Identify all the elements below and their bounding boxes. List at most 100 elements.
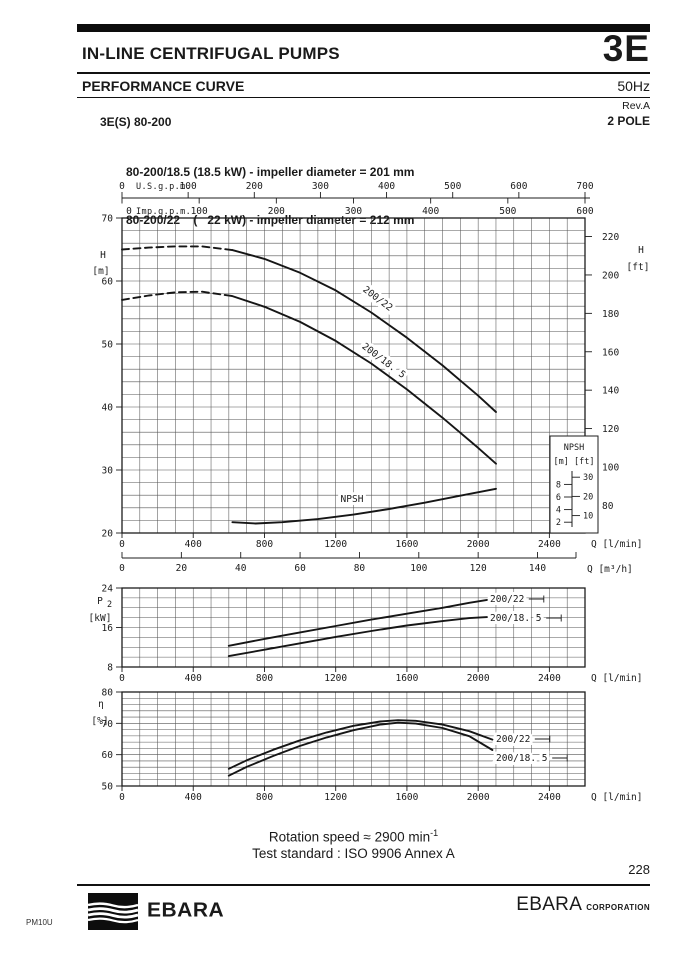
- svg-text:200/18. 5: 200/18. 5: [490, 613, 541, 624]
- svg-text:60: 60: [294, 563, 306, 574]
- svg-text:2400: 2400: [538, 792, 561, 803]
- series-code: 3E: [602, 28, 650, 69]
- svg-text:70: 70: [102, 214, 114, 225]
- rotation-speed-note: Rotation speed ≈ 2900 min-1: [122, 828, 585, 845]
- svg-text:400: 400: [185, 792, 202, 803]
- frequency-label: 50Hz: [617, 78, 650, 94]
- svg-text:H: H: [638, 245, 644, 256]
- svg-text:1600: 1600: [395, 792, 418, 803]
- bottom-scales: 0 400 800 1200 1600 2000 2400 Q [l/min] 0 20 40 60 8…: [119, 533, 642, 575]
- svg-text:6: 6: [556, 493, 561, 503]
- efficiency-chart-curves: 200/22 200/18. 5: [227, 719, 568, 777]
- svg-text:0: 0: [119, 563, 125, 574]
- power-chart: 8 16 24P 2 [kW] 0 400 800 1200 1600 2000 2400 Q [l/m…: [89, 584, 643, 685]
- svg-text:400: 400: [185, 539, 202, 550]
- svg-text:0: 0: [119, 181, 125, 192]
- svg-text:60: 60: [102, 750, 114, 761]
- svg-text:Q [l/min]: Q [l/min]: [591, 539, 642, 550]
- h-ft-axis: 80 100 120 140 160 180 200 220 H [ft]: [585, 232, 649, 512]
- svg-text:600: 600: [510, 181, 527, 192]
- svg-text:16: 16: [102, 623, 114, 634]
- svg-text:400: 400: [185, 673, 202, 684]
- svg-text:[kW]: [kW]: [89, 613, 112, 624]
- doc-type-title: PERFORMANCE CURVE: [82, 78, 245, 94]
- rotation-exponent: -1: [430, 828, 439, 838]
- svg-text:8: 8: [556, 480, 561, 490]
- power-chart-y-axis: 8 16 24P 2 [kW]: [89, 584, 122, 674]
- svg-text:120: 120: [602, 424, 619, 435]
- svg-text:1200: 1200: [324, 792, 347, 803]
- rotation-speed-text: Rotation speed ≈ 2900 min: [268, 829, 431, 845]
- svg-text:8: 8: [107, 663, 113, 674]
- efficiency-chart: 50 60 70 80η [%] 0 400 800 1200 1600 2000 2400 Q [l/…: [91, 688, 642, 804]
- svg-text:200/22: 200/22: [490, 594, 524, 605]
- footer-rule: [77, 884, 650, 886]
- svg-text:Q [m³/h]: Q [m³/h]: [587, 564, 633, 575]
- svg-text:U.S.g.p.m.: U.S.g.p.m.: [136, 182, 191, 192]
- revision-label: Rev.A: [622, 100, 650, 112]
- svg-text:200: 200: [268, 206, 285, 217]
- doc-code: PM10U: [26, 918, 53, 927]
- svg-text:1200: 1200: [324, 673, 347, 684]
- svg-text:40: 40: [102, 403, 114, 414]
- power-chart-curve-200-18-5: 200/18. 5: [227, 610, 562, 658]
- npsh-inset: NPSH [m] [ft] 2 4 6 8 10 20 30: [549, 435, 599, 534]
- svg-text:H: H: [100, 250, 106, 261]
- svg-text:[m] [ft]: [m] [ft]: [554, 457, 595, 467]
- power-chart-grid: [122, 588, 585, 667]
- svg-text:120: 120: [470, 563, 487, 574]
- corporation-signature: EBARA CORPORATION: [516, 894, 650, 916]
- power-chart-curves: 200/22 200/18. 5: [227, 591, 562, 658]
- svg-text:2: 2: [556, 518, 561, 528]
- svg-text:160: 160: [602, 347, 619, 358]
- svg-text:100: 100: [602, 462, 619, 473]
- svg-text:60: 60: [102, 277, 114, 288]
- svg-text:220: 220: [602, 232, 619, 243]
- ebara-logo-mark: [88, 893, 138, 930]
- svg-text:80: 80: [602, 501, 614, 512]
- svg-text:400: 400: [422, 206, 439, 217]
- svg-text:200: 200: [602, 270, 619, 281]
- svg-text:80: 80: [102, 688, 114, 699]
- efficiency-chart-grid: [122, 692, 585, 786]
- svg-text:50: 50: [102, 340, 114, 351]
- svg-text:Q [l/min]: Q [l/min]: [591, 792, 642, 803]
- svg-text:2000: 2000: [467, 792, 490, 803]
- svg-text:[m]: [m]: [92, 266, 109, 277]
- page-title: IN-LINE CENTRIFUGAL PUMPS: [82, 44, 340, 63]
- svg-text:50: 50: [102, 782, 114, 793]
- svg-text:200/18. 5: 200/18. 5: [496, 753, 547, 764]
- svg-text:η: η: [98, 699, 104, 710]
- svg-text:800: 800: [256, 539, 273, 550]
- header-rule: [77, 72, 650, 74]
- corporation-suffix: CORPORATION: [586, 903, 650, 912]
- efficiency-chart-curve-200-22: 200/22: [227, 719, 551, 770]
- svg-text:180: 180: [602, 309, 619, 320]
- svg-text:20: 20: [583, 492, 593, 502]
- efficiency-chart-y-axis: 50 60 70 80η [%]: [91, 688, 122, 793]
- svg-text:10: 10: [583, 512, 593, 522]
- svg-text:140: 140: [529, 563, 546, 574]
- svg-text:2400: 2400: [538, 539, 561, 550]
- svg-text:80: 80: [354, 563, 366, 574]
- efficiency-chart-curve-200-18-5: 200/18. 5: [227, 721, 568, 777]
- svg-text:2: 2: [107, 600, 112, 610]
- svg-text:4: 4: [556, 506, 561, 516]
- svg-text:0: 0: [119, 673, 125, 684]
- variant-line-1: 80-200/18.5 (18.5 kW) - impeller diamete…: [126, 165, 415, 179]
- efficiency-chart-x-axis: 0 400 800 1200 1600 2000 2400 Q [l/min]: [119, 786, 642, 803]
- svg-text:20: 20: [176, 563, 188, 574]
- svg-text:NPSH: NPSH: [341, 494, 364, 505]
- svg-text:140: 140: [602, 386, 619, 397]
- head-flow-grid: [122, 218, 585, 533]
- curve-200-18-5: 200/18. 5: [121, 290, 497, 465]
- page-number: 228: [628, 862, 650, 877]
- svg-text:500: 500: [444, 181, 461, 192]
- svg-text:30: 30: [102, 466, 114, 477]
- pole-count: 2 POLE: [607, 114, 650, 128]
- head-flow-chart: 203040506070H[m]80100120140160180200220H…: [92, 181, 649, 575]
- svg-text:0: 0: [126, 206, 132, 217]
